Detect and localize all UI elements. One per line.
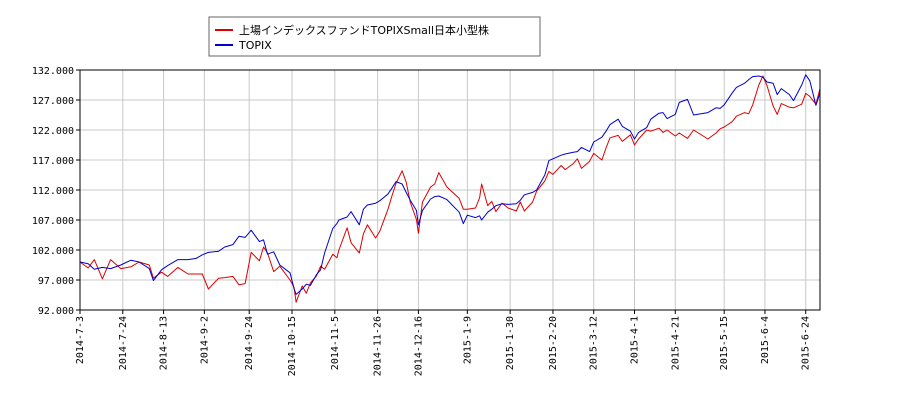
x-tick-label: 2014-9-24 <box>244 316 255 370</box>
series-line-1 <box>79 74 821 295</box>
x-tick-label: 2015-4-1 <box>629 316 640 364</box>
legend-label-series-1: TOPIX <box>238 39 272 52</box>
y-tick-label: 117.000 <box>32 156 74 167</box>
x-tick-label: 2014-7-3 <box>75 316 86 364</box>
x-tick-label: 2015-6-4 <box>760 316 771 364</box>
x-tick-label: 2015-3-12 <box>589 316 600 370</box>
x-tick-label: 2015-6-24 <box>801 316 812 370</box>
legend-label-series-0: 上場インデックスファンドTOPIXSmall日本小型株 <box>239 23 489 37</box>
y-tick-label: 92.000 <box>38 306 74 317</box>
x-tick-label: 2014-12-16 <box>413 316 424 376</box>
legend-box <box>208 16 541 57</box>
y-tick-label: 97.000 <box>38 276 74 287</box>
x-tick-label: 2015-4-21 <box>670 316 681 370</box>
x-tick-label: 2015-1-30 <box>505 316 516 370</box>
x-tick-label: 2014-11-26 <box>373 316 384 376</box>
x-tick-label: 2015-2-20 <box>548 316 559 370</box>
x-tick-label: 2014-11-5 <box>330 316 341 370</box>
y-tick-label: 102.000 <box>32 246 74 257</box>
x-tick-label: 2014-7-24 <box>118 316 129 370</box>
x-tick-label: 2015-1-9 <box>462 316 473 364</box>
x-tick-label: 2014-10-15 <box>287 316 298 376</box>
y-tick-label: 107.000 <box>32 216 74 227</box>
series-layer <box>79 74 821 303</box>
series-line-0 <box>79 75 821 303</box>
y-tick-label: 122.000 <box>32 126 74 137</box>
x-tick-label: 2015-5-15 <box>719 316 730 370</box>
y-tick-label: 112.000 <box>32 186 74 197</box>
legend: 上場インデックスファンドTOPIXSmall日本小型株 TOPIX <box>208 16 541 57</box>
y-tick-label: 127.000 <box>32 96 74 107</box>
y-tick-label: 132.000 <box>32 66 74 77</box>
x-tick-label: 2014-9-2 <box>199 316 210 364</box>
axis-labels: 92.000 97.000 102.000 107.000 112.000 117.000… <box>32 66 812 376</box>
x-tick-label: 2014-8-13 <box>159 316 170 370</box>
